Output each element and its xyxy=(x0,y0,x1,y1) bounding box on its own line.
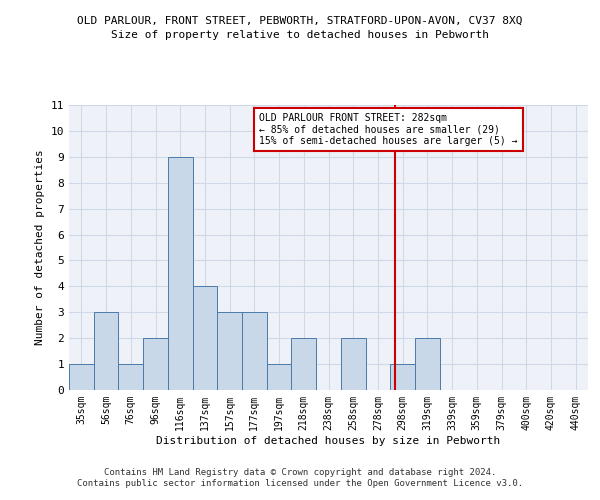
Text: OLD PARLOUR FRONT STREET: 282sqm
← 85% of detached houses are smaller (29)
15% o: OLD PARLOUR FRONT STREET: 282sqm ← 85% o… xyxy=(259,113,518,146)
Bar xyxy=(267,364,292,390)
Text: Contains HM Land Registry data © Crown copyright and database right 2024.
Contai: Contains HM Land Registry data © Crown c… xyxy=(77,468,523,487)
Bar xyxy=(390,364,415,390)
Text: Size of property relative to detached houses in Pebworth: Size of property relative to detached ho… xyxy=(111,30,489,40)
Bar xyxy=(193,286,217,390)
Bar xyxy=(118,364,143,390)
Bar xyxy=(69,364,94,390)
Bar xyxy=(217,312,242,390)
Bar xyxy=(415,338,440,390)
Y-axis label: Number of detached properties: Number of detached properties xyxy=(35,150,45,346)
Text: OLD PARLOUR, FRONT STREET, PEBWORTH, STRATFORD-UPON-AVON, CV37 8XQ: OLD PARLOUR, FRONT STREET, PEBWORTH, STR… xyxy=(77,16,523,26)
X-axis label: Distribution of detached houses by size in Pebworth: Distribution of detached houses by size … xyxy=(157,436,500,446)
Bar xyxy=(143,338,168,390)
Bar xyxy=(242,312,267,390)
Bar xyxy=(341,338,365,390)
Bar xyxy=(292,338,316,390)
Bar xyxy=(94,312,118,390)
Bar xyxy=(168,157,193,390)
